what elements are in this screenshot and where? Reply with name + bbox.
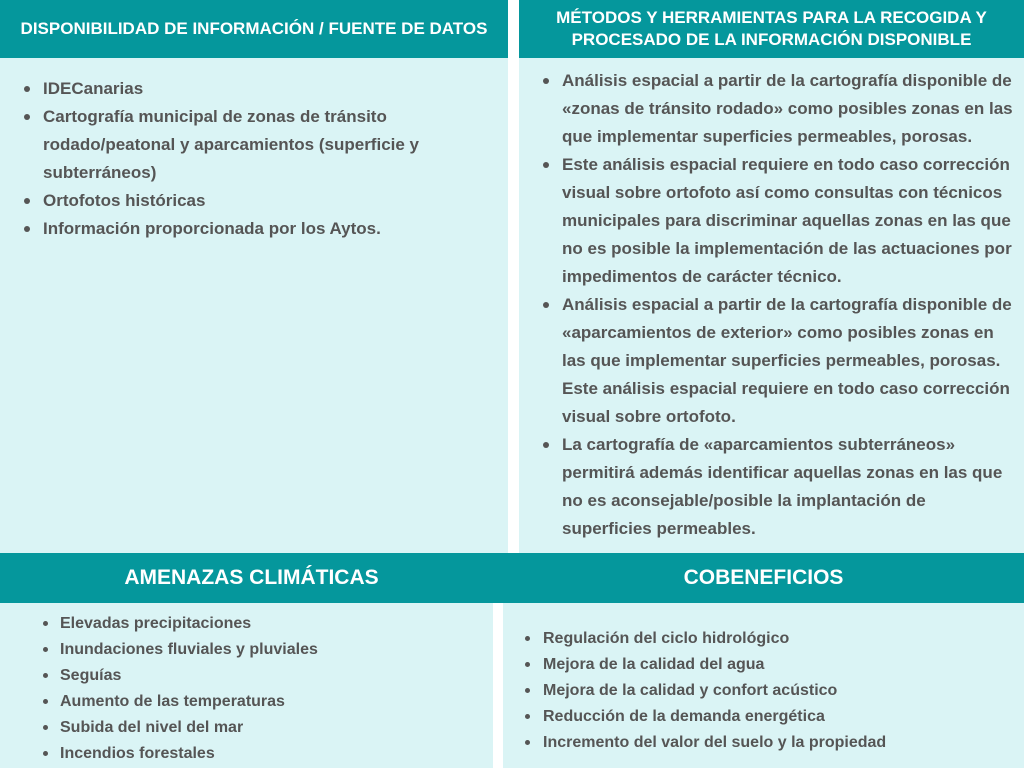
list-item: Incremento del valor del suelo y la prop… xyxy=(503,730,1024,756)
list-item: La cartografía de «aparcamientos subterr… xyxy=(519,431,1020,543)
list-item: Seguías xyxy=(0,663,493,689)
amenazas-list: Elevadas precipitaciones Inundaciones fl… xyxy=(0,611,493,767)
cobeneficios-header: COBENEFICIOS xyxy=(493,553,1024,603)
list-item: Inundaciones fluviales y pluviales xyxy=(0,637,493,663)
amenazas-header: AMENAZAS CLIMÁTICAS xyxy=(0,553,503,603)
list-item: Ortofotos históricas xyxy=(0,187,488,215)
list-item: Reducción de la demanda energética xyxy=(503,704,1024,730)
cobeneficios-title: COBENEFICIOS xyxy=(683,566,844,589)
list-item: Elevadas precipitaciones xyxy=(0,611,493,637)
metodos-header: MÉTODOS Y HERRAMIENTAS PARA LA RECOGIDA … xyxy=(519,0,1024,58)
list-item: Mejora de la calidad y confort acústico xyxy=(503,678,1024,704)
list-item: IDECanarias xyxy=(0,75,488,103)
list-item: Aumento de las temperaturas xyxy=(0,689,493,715)
metodos-title: MÉTODOS Y HERRAMIENTAS PARA LA RECOGIDA … xyxy=(556,8,987,49)
list-item: Incendios forestales xyxy=(0,741,493,767)
cobeneficios-list: Regulación del ciclo hidrológico Mejora … xyxy=(503,626,1024,756)
list-item: Análisis espacial a partir de la cartogr… xyxy=(519,291,1020,431)
amenazas-panel: Elevadas precipitaciones Inundaciones fl… xyxy=(0,603,493,768)
list-item: Este análisis espacial requiere en todo … xyxy=(519,151,1020,291)
list-item: Análisis espacial a partir de la cartogr… xyxy=(519,67,1020,151)
list-item: Mejora de la calidad del agua xyxy=(503,652,1024,678)
fuentes-header: DISPONIBILIDAD DE INFORMACIÓN / FUENTE D… xyxy=(0,0,508,58)
metodos-panel: Análisis espacial a partir de la cartogr… xyxy=(519,58,1024,553)
fuentes-title: DISPONIBILIDAD DE INFORMACIÓN / FUENTE D… xyxy=(20,19,488,38)
amenazas-title: AMENAZAS CLIMÁTICAS xyxy=(124,566,379,589)
list-item: Cartografía municipal de zonas de tránsi… xyxy=(0,103,488,187)
cobeneficios-panel: Regulación del ciclo hidrológico Mejora … xyxy=(503,603,1024,768)
list-item: Información proporcionada por los Aytos. xyxy=(0,215,488,243)
list-item: Regulación del ciclo hidrológico xyxy=(503,626,1024,652)
metodos-list: Análisis espacial a partir de la cartogr… xyxy=(519,67,1024,543)
list-item: Subida del nivel del mar xyxy=(0,715,493,741)
fuentes-panel: IDECanarias Cartografía municipal de zon… xyxy=(0,58,508,553)
fuentes-list: IDECanarias Cartografía municipal de zon… xyxy=(0,75,508,243)
